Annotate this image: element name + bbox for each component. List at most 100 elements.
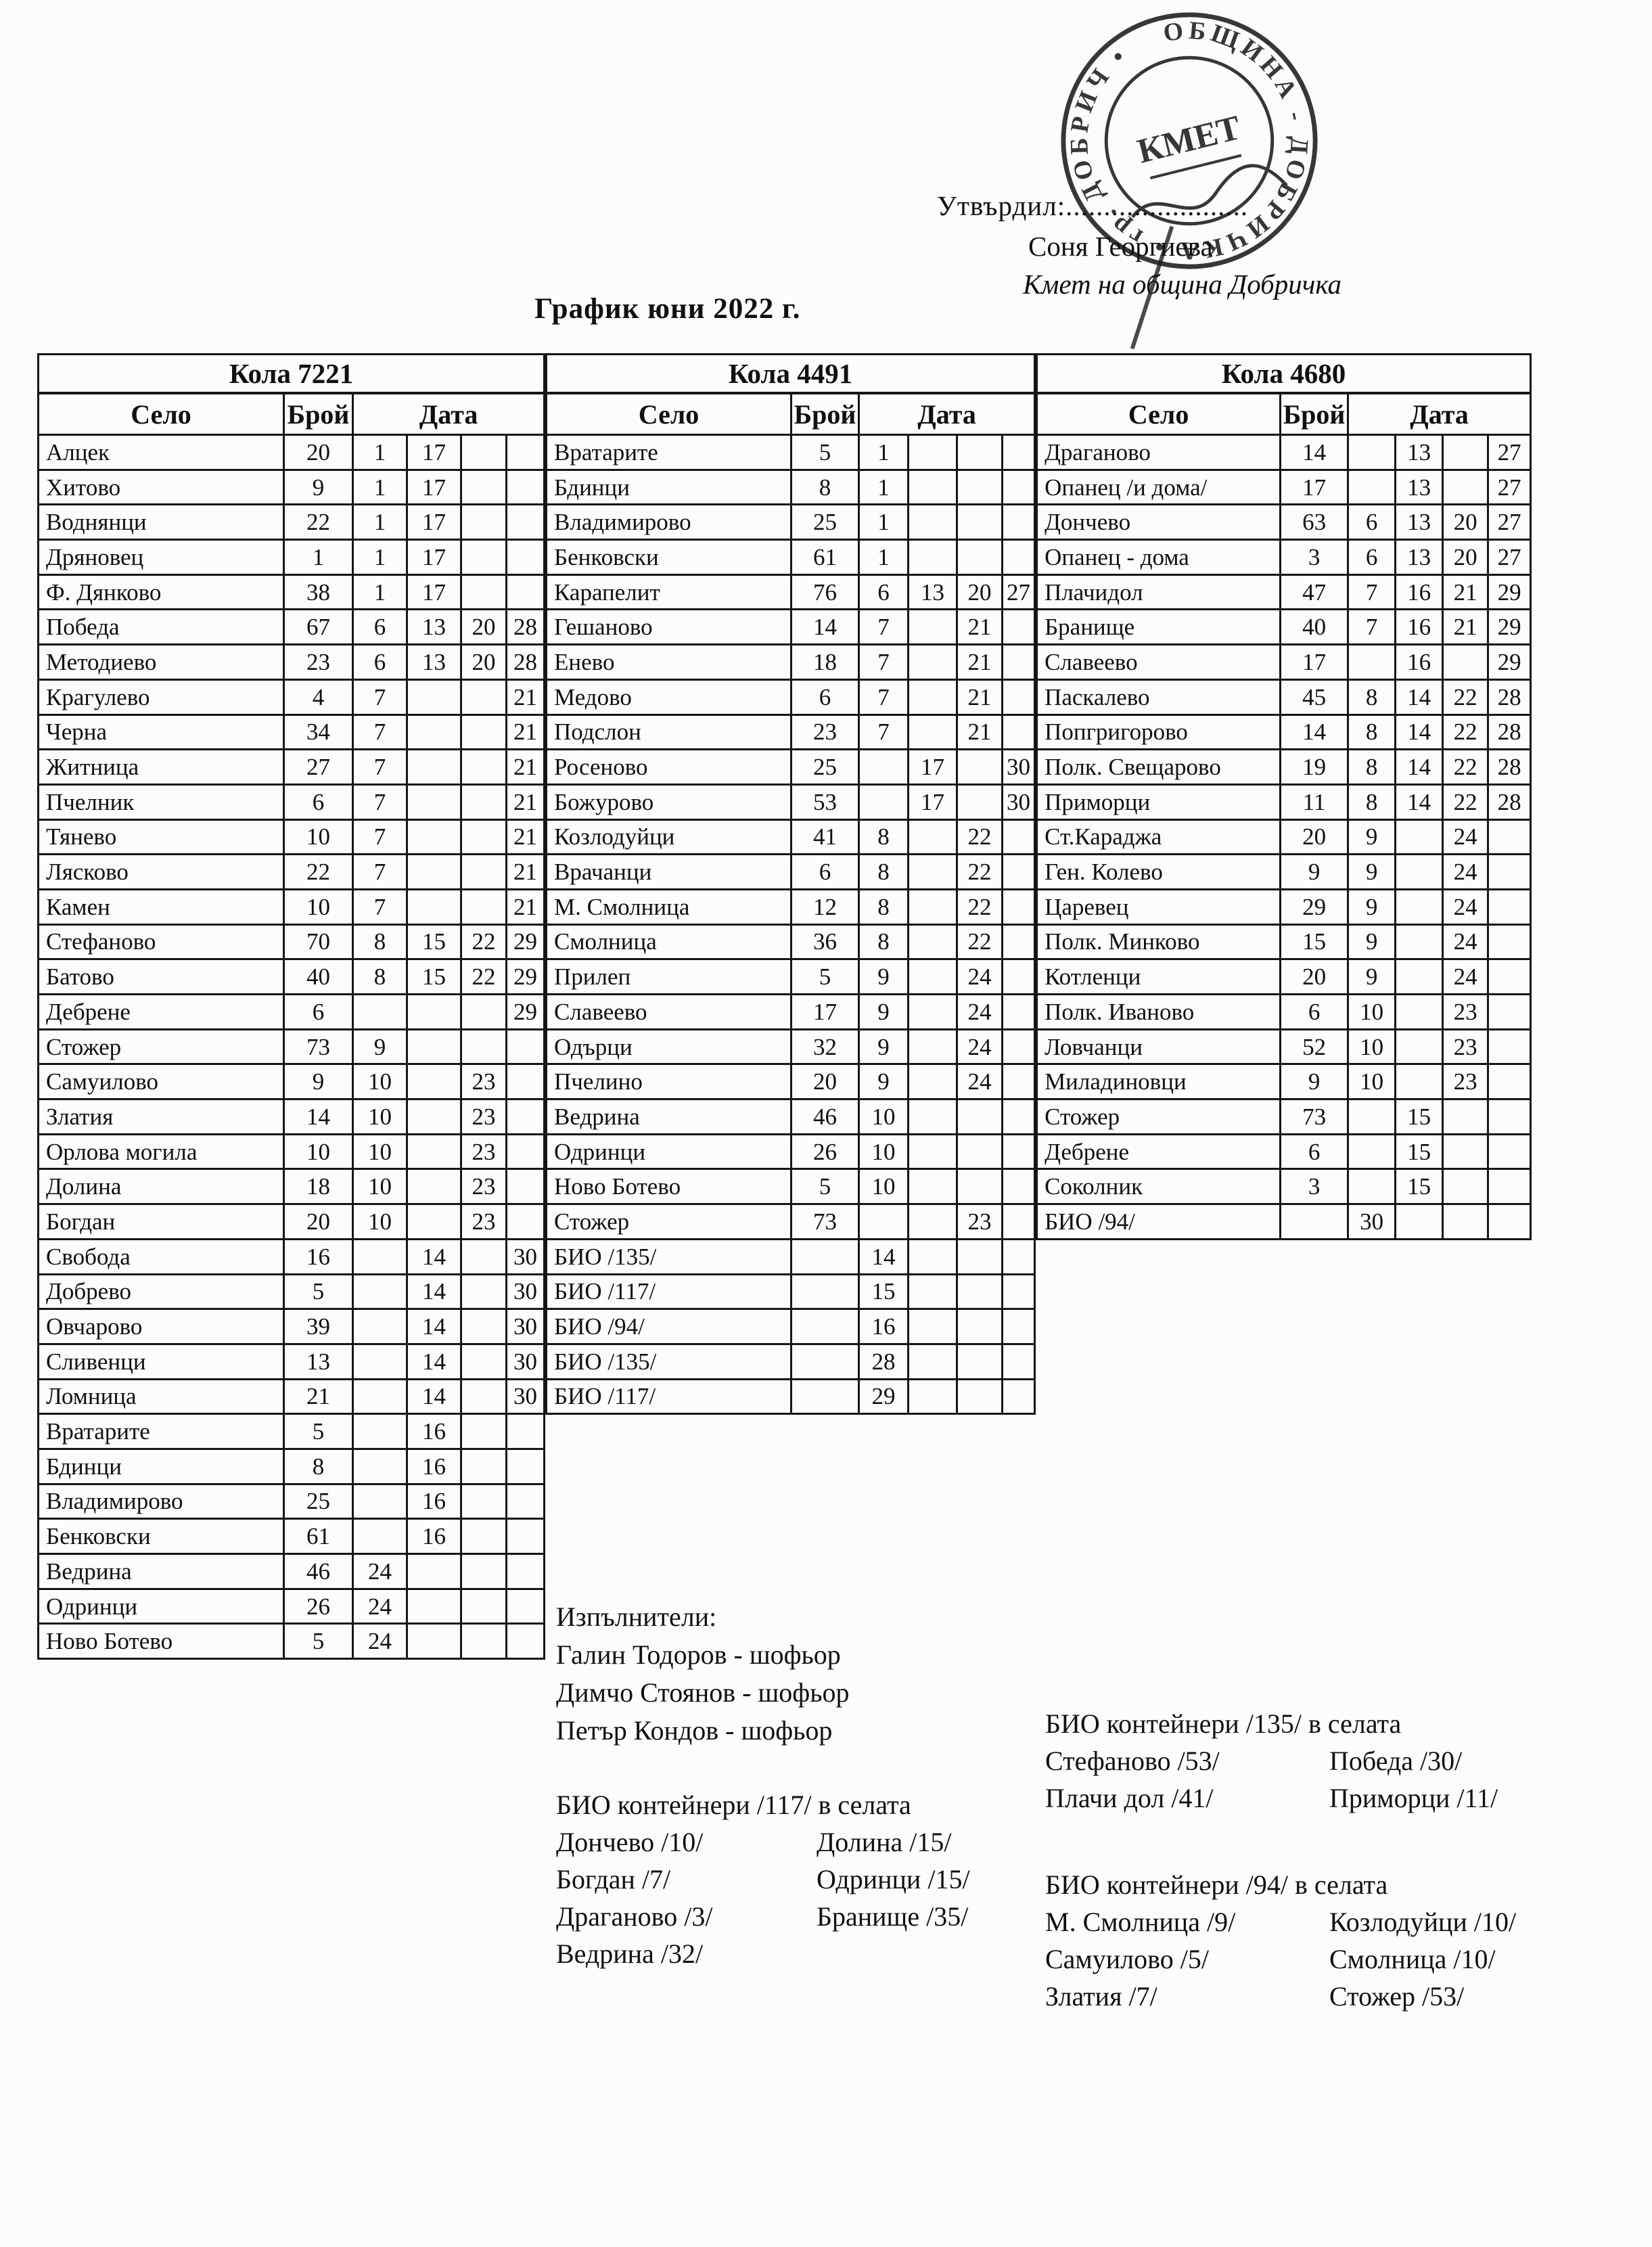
date-cell	[1001, 713, 1036, 751]
date-cell: 22	[1442, 748, 1490, 786]
date-cell	[406, 1098, 462, 1135]
date-cell	[1001, 678, 1036, 716]
bio-section-94: БИО контейнери /94/ в селата М. Смолница…	[1045, 1866, 1516, 2015]
table-row: Батово 40 8 15 22 29	[37, 958, 546, 995]
village-cell: Долина	[37, 1168, 285, 1206]
date-cell: 14	[406, 1342, 462, 1380]
date-cell: 16	[406, 1413, 462, 1450]
date-cell: 9	[1347, 818, 1397, 856]
date-cell	[460, 1447, 507, 1485]
date-cell	[460, 748, 507, 786]
date-cell	[1001, 1063, 1036, 1101]
village-cell: Дебрене	[37, 993, 285, 1030]
count-cell: 32	[790, 1028, 861, 1066]
count-cell: 6	[790, 678, 861, 716]
date-cell	[1347, 434, 1397, 471]
table-row: Медово 6 7 21	[545, 678, 1036, 716]
table-row: Опанец /и дома/ 17 13 27	[1036, 468, 1532, 506]
date-cell	[505, 468, 546, 506]
date-cell: 23	[1442, 993, 1490, 1030]
date-cell	[956, 1273, 1004, 1311]
date-cell: 13	[1394, 468, 1444, 506]
count-cell	[790, 1308, 861, 1345]
date-cell	[907, 713, 959, 751]
table-row: Камен 10 7 21	[37, 888, 546, 926]
village-cell: Бдинци	[37, 1447, 285, 1485]
date-cell	[505, 1518, 546, 1555]
table-row: Вратарите 5 16	[37, 1413, 546, 1450]
date-cell	[1487, 888, 1532, 926]
count-cell: 5	[790, 434, 861, 471]
count-cell: 63	[1279, 503, 1350, 541]
date-cell: 21	[505, 713, 546, 751]
bio-village-left: Богдан /7/	[556, 1864, 671, 1894]
date-cell: 21	[956, 678, 1004, 716]
executors-title: Изпълнители:	[556, 1602, 717, 1632]
date-cell: 9	[858, 1028, 910, 1066]
date-cell: 23	[460, 1063, 507, 1101]
col-header-count: Брой	[790, 392, 861, 436]
date-cell: 29	[1487, 643, 1532, 681]
date-cell	[406, 1622, 462, 1660]
table-row: Енево 18 7 21	[545, 643, 1036, 681]
date-cell: 22	[956, 818, 1004, 856]
count-cell: 18	[790, 643, 861, 681]
date-cell	[1442, 468, 1490, 506]
date-cell: 14	[1394, 713, 1444, 751]
table-row: БИО /94/ 30	[1036, 1203, 1532, 1240]
count-cell	[790, 1378, 861, 1415]
signer-title: Кмет на община Добричка	[1023, 269, 1341, 300]
date-cell	[460, 1482, 507, 1520]
date-cell	[352, 1413, 408, 1450]
village-cell: Бдинци	[545, 468, 793, 506]
date-cell: 22	[956, 853, 1004, 890]
date-cell	[956, 468, 1004, 506]
village-cell: Ловчанци	[1036, 1028, 1282, 1066]
date-cell	[907, 1168, 959, 1206]
date-cell	[1442, 1168, 1490, 1206]
date-cell	[460, 1518, 507, 1555]
date-cell: 24	[1442, 818, 1490, 856]
col-header-date: Дата	[351, 392, 546, 436]
count-cell: 5	[283, 1413, 354, 1450]
date-cell	[406, 748, 462, 786]
count-cell: 20	[790, 1063, 861, 1101]
village-cell: Козлодуйци	[545, 818, 793, 856]
bio-section-title: БИО контейнери /135/ в селата	[1045, 1708, 1402, 1739]
village-cell: Медово	[545, 678, 793, 716]
date-cell	[1001, 503, 1036, 541]
date-cell: 30	[1001, 748, 1036, 786]
village-cell: Тянево	[37, 818, 285, 856]
date-cell: 23	[460, 1133, 507, 1171]
village-cell: Соколник	[1036, 1168, 1282, 1206]
date-cell: 8	[1347, 678, 1397, 716]
count-cell: 14	[283, 1098, 354, 1135]
table-row: Дебрене 6 15	[1036, 1133, 1532, 1171]
table-row: Дряновец 1 1 17	[37, 539, 546, 576]
village-cell: Пчелник	[37, 783, 285, 821]
count-cell: 20	[283, 434, 354, 471]
count-cell: 41	[790, 818, 861, 856]
date-cell: 27	[1487, 539, 1532, 576]
date-cell	[406, 1133, 462, 1171]
date-cell: 29	[505, 993, 546, 1030]
village-cell: Полк. Свещарово	[1036, 748, 1282, 786]
count-cell: 5	[283, 1273, 354, 1311]
village-cell: Плачидол	[1036, 573, 1282, 611]
table-row: Попгригорово 14 8 14 22 28	[1036, 713, 1532, 751]
executor-line: Петър Кондов - шофьор	[556, 1715, 833, 1746]
date-cell: 21	[505, 783, 546, 821]
village-cell: Одринци	[545, 1133, 793, 1171]
village-cell: Енево	[545, 643, 793, 681]
count-cell: 73	[1279, 1098, 1350, 1135]
date-cell	[406, 853, 462, 890]
count-cell: 3	[1279, 539, 1350, 576]
date-cell	[907, 1238, 959, 1275]
date-cell	[460, 573, 507, 611]
bio-village-right: Стожер /53/	[1329, 1981, 1465, 2012]
table-row: Владимирово 25 16	[37, 1482, 546, 1520]
date-cell: 30	[505, 1238, 546, 1275]
date-cell	[907, 1063, 959, 1101]
date-cell: 9	[858, 958, 910, 995]
date-cell	[907, 853, 959, 890]
